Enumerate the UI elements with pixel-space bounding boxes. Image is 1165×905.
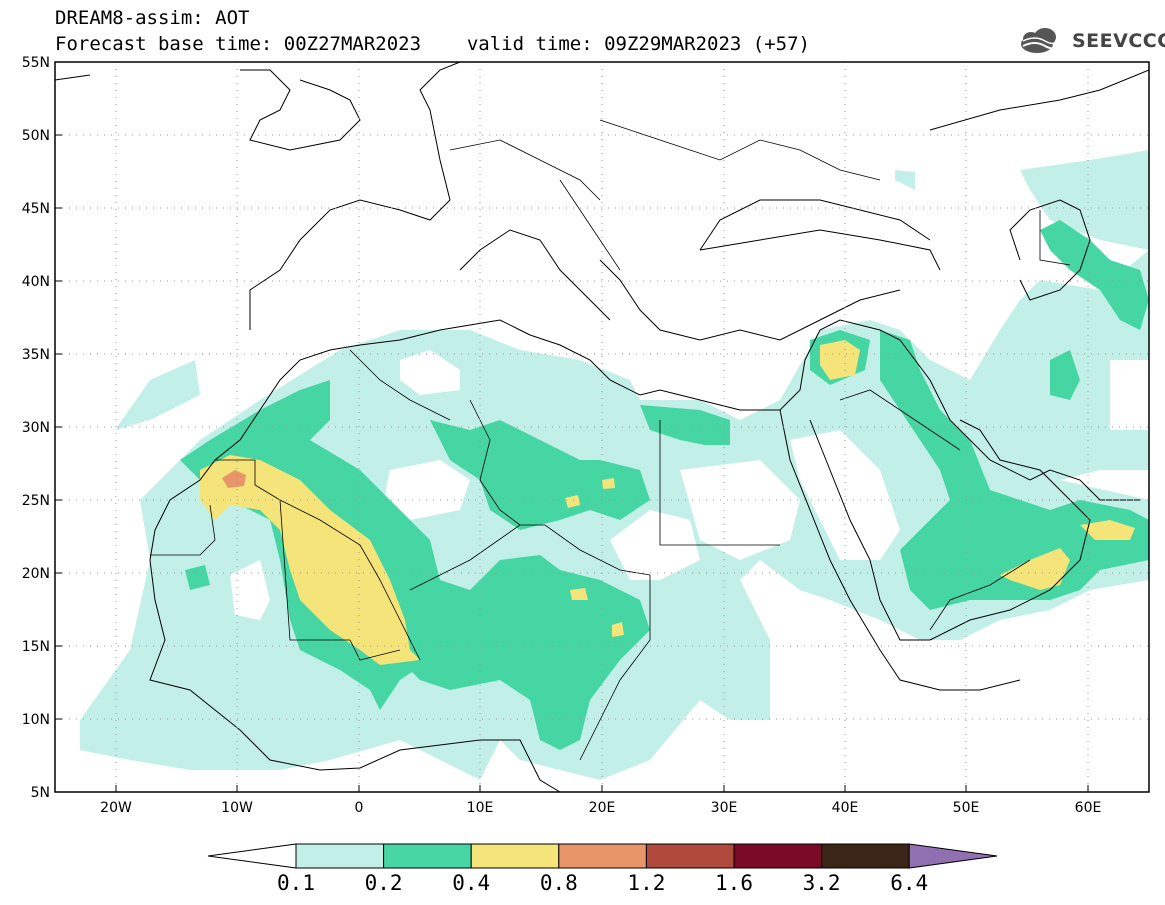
lat-label: 5N [31, 785, 50, 801]
border-yemen-saudi [929, 559, 1031, 631]
lat-axis: 55N 50N 45N 40N 35N 30N 25N 20N 15N 10N … [22, 55, 50, 801]
lon-label: 20W [100, 800, 132, 816]
border-eastern-europe [599, 119, 881, 181]
lat-label: 35N [22, 347, 50, 363]
border-central-europe [449, 139, 601, 201]
colorbar-label: 6.4 [890, 871, 928, 895]
lat-label: 15N [22, 639, 50, 655]
lon-label: 30E [711, 800, 738, 816]
coast-black-sea-south [699, 229, 941, 271]
colorbar-segment [470, 843, 560, 869]
time-info: Forecast base time: 00Z27MAR2023 valid t… [55, 34, 810, 54]
cloud-icon [1021, 28, 1066, 53]
aot-level-0.4 [200, 340, 1135, 665]
border-mali-west [279, 499, 401, 661]
lat-label: 10N [22, 712, 50, 728]
coast-red-sea-west [779, 409, 1021, 691]
lat-label: 50N [22, 128, 50, 144]
colorbar-segment [295, 843, 385, 869]
lat-label: 40N [22, 274, 50, 290]
graticule [55, 62, 1149, 792]
border-algeria-libya [469, 399, 521, 526]
lon-label: 10E [467, 800, 494, 816]
colorbar-label: 1.2 [627, 871, 665, 895]
lat-label: 45N [22, 201, 50, 217]
coast-britain [240, 69, 361, 151]
coast-italy [459, 229, 611, 321]
aot-field [80, 150, 1149, 780]
valid-time: valid time: 09Z29MAR2023 (+57) [466, 33, 810, 55]
seevccc-logo [1021, 28, 1066, 53]
coast-iberia-france [249, 62, 461, 330]
lon-label: 50E [953, 800, 980, 816]
ticks [55, 61, 1089, 792]
borders [150, 119, 1071, 761]
colorbar-label: 0.1 [277, 871, 315, 895]
coast-west-africa [149, 559, 561, 792]
coast-north-africa [529, 334, 806, 411]
lat-label: 20N [22, 566, 50, 582]
lon-label: 40E [832, 800, 859, 816]
coast-black-sea-north [699, 199, 931, 251]
base-time: Forecast base time: 00Z27MAR2023 [55, 33, 422, 55]
aot-level-0.8 [222, 470, 246, 488]
border-chad-sudan [579, 575, 651, 761]
border-balkans [559, 179, 621, 271]
coast-north-russia [929, 69, 1149, 131]
coast-arabia [809, 419, 1091, 641]
lat-label: 55N [22, 55, 50, 71]
coast-ne [55, 74, 91, 81]
lon-label: 10W [221, 800, 253, 816]
lon-axis: 20W 10W 0 10E 20E 30E 40E 50E 60E [100, 800, 1101, 816]
colorbar-label: 3.2 [803, 871, 841, 895]
border-western-sahara [150, 504, 216, 556]
logo-text: SEEVCCC [1072, 30, 1165, 52]
colorbar-right-arrow [908, 843, 998, 869]
colorbar-label: 1.6 [715, 871, 753, 895]
coast-persian-gulf [899, 339, 1140, 501]
coast-caspian [1009, 199, 1091, 301]
colorbar-left-arrow [207, 843, 297, 869]
lon-label: 60E [1075, 800, 1102, 816]
border-mauritania-mali [215, 459, 421, 661]
lon-label: 20E [589, 800, 616, 816]
colorbar-segment [558, 843, 647, 869]
lat-label: 25N [22, 493, 50, 509]
colorbar-segment [733, 843, 823, 869]
colorbar-label: 0.8 [540, 871, 578, 895]
aot-holes [230, 350, 1149, 620]
coast-balkans-turkey [599, 259, 901, 341]
lat-label: 30N [22, 420, 50, 436]
border-kazakhstan [1039, 210, 1071, 266]
colorbar-label: 0.2 [365, 871, 403, 895]
coastlines [55, 62, 1149, 792]
lon-label: 0 [355, 800, 364, 816]
border-egypt-libya [659, 420, 780, 546]
colorbar-segment [821, 843, 910, 869]
colorbar: 0.1 0.2 0.4 0.8 1.2 1.6 3.2 6.4 [207, 843, 998, 895]
colorbar-segment [645, 843, 735, 869]
border-iraq-saudi [839, 389, 961, 451]
border-morocco-algeria [349, 349, 451, 421]
coast-nw-africa [149, 319, 531, 561]
colorbar-label: 0.4 [452, 871, 490, 895]
coast-levant [804, 319, 901, 361]
colorbar-segment [383, 843, 472, 869]
map-title: DREAM8-assim: AOT [55, 7, 250, 29]
border-niger-chad [409, 524, 651, 591]
